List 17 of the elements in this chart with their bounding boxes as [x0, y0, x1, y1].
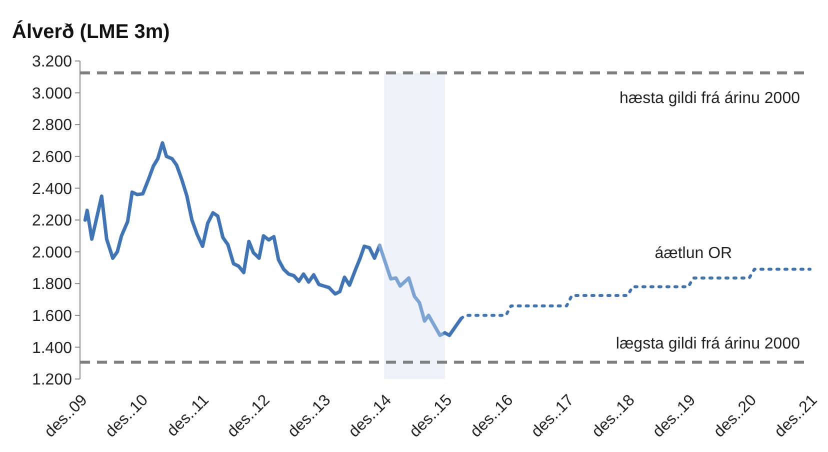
y-tick-label: 3.000 [32, 85, 72, 102]
y-tick-label: 2.000 [32, 244, 72, 262]
y-tick-label: 2.800 [32, 117, 72, 134]
line-series [83, 141, 382, 296]
ref-line-label: lægsta gildi frá árinu 2000 [616, 335, 800, 352]
chart-title: Álverð (LME 3m) [12, 20, 170, 43]
ref-line-label: hæsta gildi frá árinu 2000 [619, 90, 800, 107]
y-tick-label: 1.600 [32, 308, 72, 325]
line-series [378, 244, 447, 338]
y-tick-label: 2.600 [32, 149, 72, 166]
y-tick-label: 1.800 [32, 276, 72, 294]
y-tick-label: 2.200 [32, 212, 72, 230]
y-tick-label: 1.200 [32, 372, 72, 389]
y-tick-label: 1.400 [32, 340, 72, 357]
y-tick-label: 2.400 [32, 180, 72, 198]
y-tick-label: 3.200 [32, 54, 72, 71]
series-label: áætlun OR [654, 245, 732, 262]
